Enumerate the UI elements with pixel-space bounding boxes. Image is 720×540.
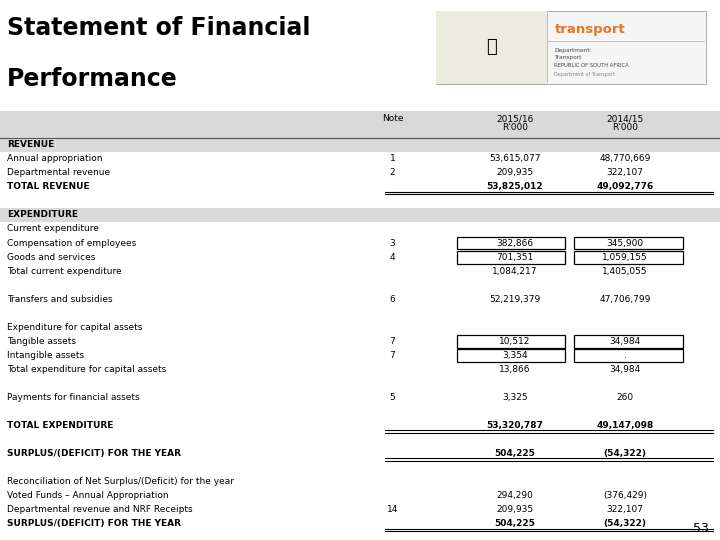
Text: .: . [624,351,626,360]
Text: Department:: Department: [554,48,592,53]
Text: Annual appropriation: Annual appropriation [7,154,103,163]
Text: 1,059,155: 1,059,155 [602,253,648,261]
Text: Goods and services: Goods and services [7,253,96,261]
Text: 2015/16: 2015/16 [496,114,534,123]
FancyBboxPatch shape [436,11,547,84]
Text: 1: 1 [390,154,395,163]
Text: 10,512: 10,512 [499,337,531,346]
Text: 13,866: 13,866 [499,365,531,374]
Text: 7: 7 [390,351,395,360]
Text: Performance: Performance [7,68,178,91]
Text: Reconciliation of Net Surplus/(Deficit) for the year: Reconciliation of Net Surplus/(Deficit) … [7,477,234,486]
Text: 209,935: 209,935 [496,168,534,177]
Text: 48,770,669: 48,770,669 [599,154,651,163]
Text: Statement of Financial: Statement of Financial [7,16,311,40]
Text: (54,322): (54,322) [603,519,647,528]
Text: Current expenditure: Current expenditure [7,225,99,233]
Text: Intangible assets: Intangible assets [7,351,84,360]
Text: 701,351: 701,351 [496,253,534,261]
Text: 52,219,379: 52,219,379 [489,295,541,303]
Text: Transport: Transport [554,55,582,60]
Text: 260: 260 [616,393,634,402]
FancyBboxPatch shape [0,208,720,222]
Text: 5: 5 [390,393,395,402]
Text: Department of Transport: Department of Transport [554,72,616,77]
Text: EXPENDITURE: EXPENDITURE [7,211,78,219]
Text: Compensation of employees: Compensation of employees [7,239,137,247]
FancyBboxPatch shape [0,111,720,138]
Text: TOTAL EXPENDITURE: TOTAL EXPENDITURE [7,421,114,430]
Text: REPUBLIC OF SOUTH AFRICA: REPUBLIC OF SOUTH AFRICA [554,63,629,68]
Text: 1,405,055: 1,405,055 [602,267,648,275]
Text: R'000: R'000 [502,124,528,132]
Text: 7: 7 [390,337,395,346]
Text: 53,320,787: 53,320,787 [487,421,543,430]
Text: Note: Note [382,114,403,123]
Text: Transfers and subsidies: Transfers and subsidies [7,295,113,303]
Text: 34,984: 34,984 [609,365,641,374]
Text: 4: 4 [390,253,395,261]
Text: Expenditure for capital assets: Expenditure for capital assets [7,323,143,332]
Text: 14: 14 [387,505,398,514]
Text: Departmental revenue and NRF Receipts: Departmental revenue and NRF Receipts [7,505,193,514]
Text: 53,825,012: 53,825,012 [487,183,543,191]
Text: 504,225: 504,225 [495,449,535,458]
Text: 6: 6 [390,295,395,303]
Text: Voted Funds – Annual Appropriation: Voted Funds – Annual Appropriation [7,491,168,500]
Text: Tangible assets: Tangible assets [7,337,76,346]
Text: 47,706,799: 47,706,799 [599,295,651,303]
Text: SURPLUS/(DEFICIT) FOR THE YEAR: SURPLUS/(DEFICIT) FOR THE YEAR [7,519,181,528]
Text: Total expenditure for capital assets: Total expenditure for capital assets [7,365,166,374]
FancyBboxPatch shape [436,11,706,84]
Text: (54,322): (54,322) [603,449,647,458]
Text: Departmental revenue: Departmental revenue [7,168,110,177]
FancyBboxPatch shape [0,138,720,152]
Text: REVENUE: REVENUE [7,140,55,149]
Text: 49,147,098: 49,147,098 [596,421,654,430]
Text: (376,429): (376,429) [603,491,647,500]
Text: 🦅: 🦅 [486,38,496,56]
Text: 294,290: 294,290 [496,491,534,500]
Text: 34,984: 34,984 [609,337,641,346]
Text: 382,866: 382,866 [496,239,534,247]
Text: 3,325: 3,325 [502,393,528,402]
Text: 322,107: 322,107 [606,168,644,177]
Text: 3,354: 3,354 [502,351,528,360]
Text: R'000: R'000 [612,124,638,132]
Text: transport: transport [554,23,625,36]
Text: 504,225: 504,225 [495,519,535,528]
Text: 49,092,776: 49,092,776 [596,183,654,191]
Text: Total current expenditure: Total current expenditure [7,267,122,275]
Text: 2014/15: 2014/15 [606,114,644,123]
Text: 2: 2 [390,168,395,177]
Text: TOTAL REVENUE: TOTAL REVENUE [7,183,90,191]
Text: 345,900: 345,900 [606,239,644,247]
Text: Payments for financial assets: Payments for financial assets [7,393,140,402]
Text: 3: 3 [390,239,395,247]
Text: 1,084,217: 1,084,217 [492,267,538,275]
Text: 322,107: 322,107 [606,505,644,514]
Text: SURPLUS/(DEFICIT) FOR THE YEAR: SURPLUS/(DEFICIT) FOR THE YEAR [7,449,181,458]
Text: 53,615,077: 53,615,077 [489,154,541,163]
Text: 53: 53 [693,522,709,535]
Text: 209,935: 209,935 [496,505,534,514]
